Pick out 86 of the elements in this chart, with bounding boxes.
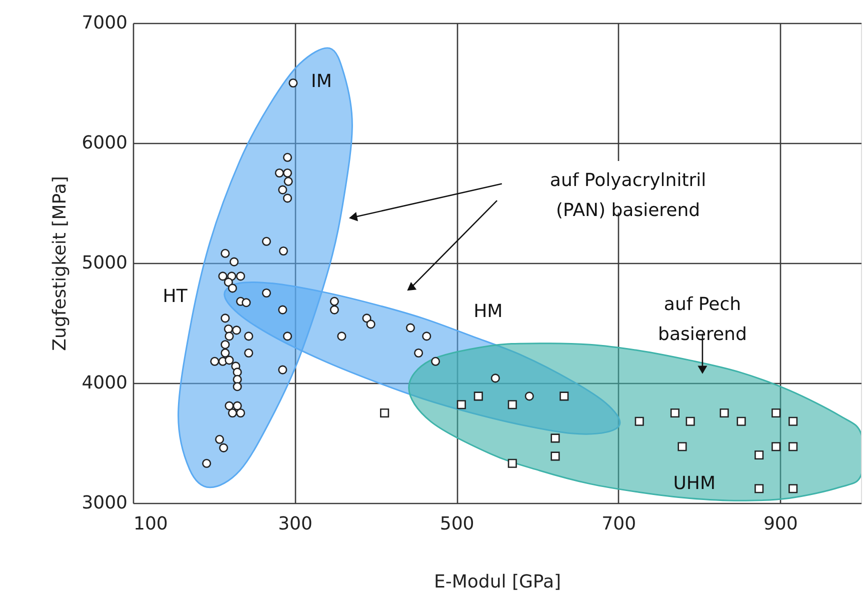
point — [232, 326, 242, 335]
y-tick-label: 4000 — [82, 372, 128, 394]
annotation: UHM — [673, 473, 716, 494]
point — [788, 442, 798, 452]
point — [670, 408, 680, 418]
point — [236, 272, 246, 281]
annotation: auf Polyacrylnitril (PAN) basierend — [550, 170, 706, 222]
point — [224, 356, 234, 365]
point — [202, 458, 212, 468]
point — [288, 78, 298, 88]
point — [224, 332, 234, 341]
x-tick-label: 500 — [440, 514, 474, 534]
point — [431, 356, 440, 366]
point — [242, 298, 251, 308]
point — [224, 278, 233, 287]
point — [490, 374, 500, 383]
point — [282, 168, 292, 178]
point — [220, 340, 230, 350]
point — [282, 152, 292, 162]
point — [456, 400, 466, 410]
point — [218, 272, 228, 281]
point — [560, 392, 569, 401]
point — [330, 305, 339, 314]
x-tick-label: 900 — [763, 514, 798, 534]
point — [215, 434, 224, 444]
point — [634, 416, 644, 426]
point — [219, 443, 228, 452]
point — [278, 185, 288, 194]
point — [337, 332, 346, 341]
point — [686, 416, 695, 426]
point — [282, 194, 292, 203]
point — [278, 365, 288, 374]
x-tick-label: 100 — [134, 514, 168, 534]
point — [366, 320, 376, 329]
point — [720, 408, 729, 418]
point — [414, 348, 424, 358]
point — [278, 305, 288, 314]
point — [330, 296, 339, 306]
point — [736, 416, 746, 426]
y-axis-title: Zugfestigkeit [MPa] — [50, 176, 71, 351]
point — [232, 382, 242, 392]
point — [262, 288, 271, 298]
point — [278, 246, 288, 256]
point — [210, 356, 220, 366]
point — [262, 236, 271, 246]
point — [508, 458, 517, 468]
point — [244, 348, 254, 358]
point — [282, 332, 292, 341]
point — [524, 392, 534, 401]
annotation: auf Pech basierend — [658, 294, 747, 345]
y-tick-label: 7000 — [82, 12, 128, 34]
annotation: IM — [311, 70, 332, 92]
x-axis-title: E-Modul [GPa] — [434, 572, 562, 592]
point — [230, 257, 239, 266]
annotation: HT — [162, 286, 188, 307]
point — [422, 332, 432, 341]
point — [228, 408, 238, 418]
point — [232, 368, 242, 377]
point — [224, 401, 234, 410]
point — [228, 284, 238, 293]
point — [754, 450, 764, 460]
point — [788, 484, 798, 494]
point — [678, 442, 687, 452]
x-tick-label: 700 — [602, 514, 636, 534]
point — [406, 323, 415, 332]
point — [220, 314, 230, 323]
annotation: HM — [474, 300, 503, 322]
y-tick-label: 5000 — [82, 252, 128, 274]
point — [274, 168, 284, 178]
y-tick-label: 6000 — [82, 132, 128, 154]
point — [754, 484, 764, 494]
point — [236, 408, 246, 418]
x-tick-label: 300 — [278, 514, 312, 534]
point — [772, 408, 781, 418]
point — [788, 416, 798, 426]
point — [220, 348, 230, 358]
point — [550, 434, 560, 443]
point — [550, 452, 560, 461]
point — [232, 401, 242, 410]
y-tick-label: 3000 — [82, 492, 128, 514]
point — [244, 332, 254, 341]
point — [220, 248, 230, 258]
point — [772, 442, 781, 452]
point — [284, 176, 293, 186]
point — [508, 400, 517, 410]
point — [474, 392, 483, 401]
